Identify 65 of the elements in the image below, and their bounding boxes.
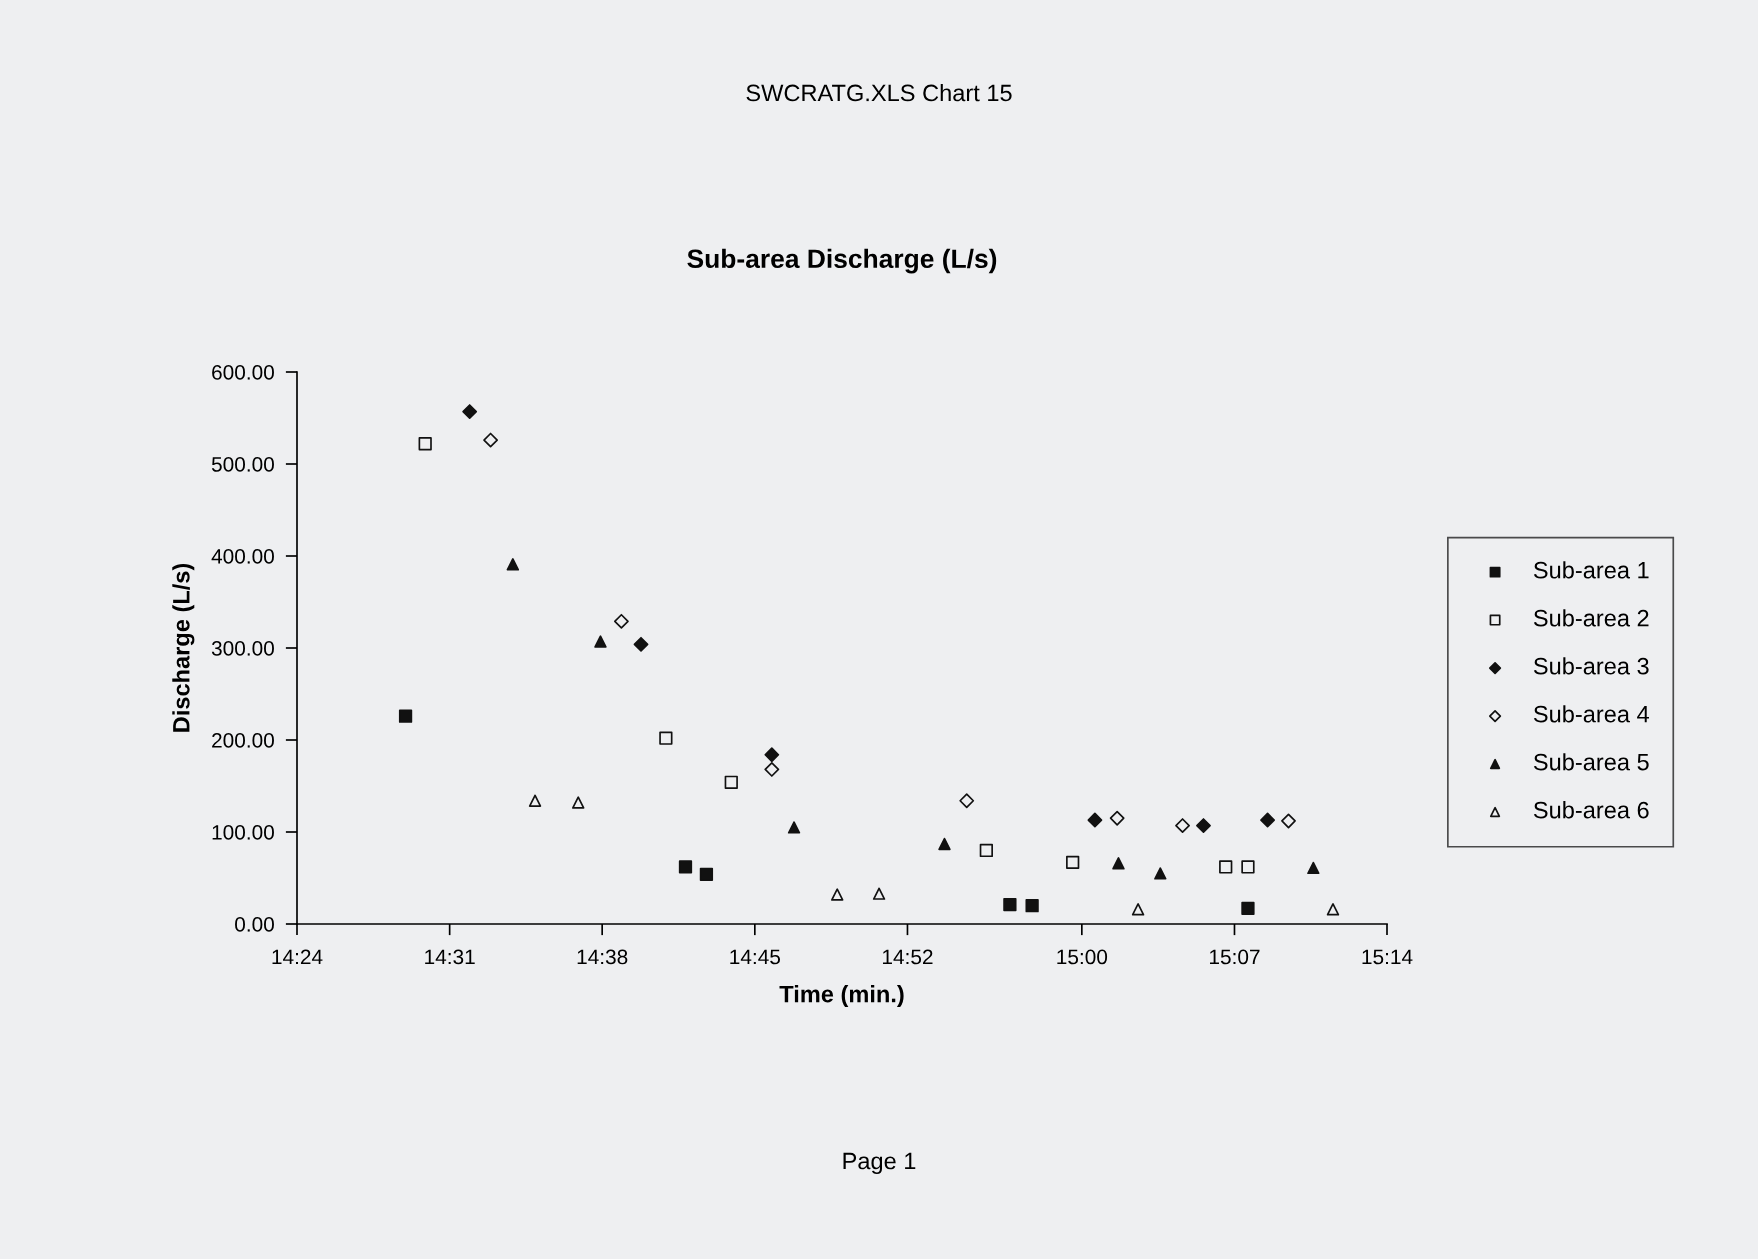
point	[659, 731, 673, 745]
legend-label: Sub-area 2	[1533, 609, 1649, 627]
point	[724, 775, 738, 789]
point	[1281, 813, 1296, 829]
x-tick-label: 15:00	[1057, 949, 1108, 965]
point	[1326, 903, 1340, 916]
x-tick-label: 14:45	[730, 949, 781, 965]
chart-title: Sub-area Discharge (L/s)	[687, 248, 997, 274]
y-tick-label: 600.00	[212, 365, 274, 380]
text: Page 1	[843, 1152, 916, 1175]
point	[959, 793, 975, 809]
x-tick-label: 15:07	[1210, 949, 1260, 965]
point	[1241, 860, 1255, 874]
y-tick-label: 500.00	[211, 457, 274, 472]
point	[613, 613, 629, 629]
point	[787, 821, 801, 834]
x-tick-label: 14:31	[425, 949, 475, 965]
point	[633, 636, 649, 652]
x-tick-label: 14:38	[577, 949, 628, 965]
point	[594, 635, 607, 648]
legend-label: Sub-area 1	[1533, 561, 1649, 579]
y-axis-title: Discharge (L/s)	[172, 563, 195, 732]
point	[1154, 867, 1167, 880]
y-tick-label: 400.00	[211, 549, 274, 564]
y-tick-label: 300.00	[211, 641, 274, 656]
point	[572, 796, 585, 809]
point	[1219, 860, 1233, 874]
point	[1109, 810, 1125, 826]
point	[398, 709, 413, 723]
point	[462, 404, 478, 419]
point	[1087, 812, 1103, 828]
point	[418, 437, 432, 451]
point	[678, 860, 693, 874]
point	[506, 558, 520, 571]
y-tick-label: 200.00	[212, 733, 274, 748]
point	[764, 747, 780, 763]
text: SWCRATG.XLS Chart 15	[746, 84, 1012, 102]
legend-label: Sub-area 4	[1533, 705, 1649, 723]
x-tick-label: 14:24	[272, 949, 323, 965]
legend-label: Sub-area 5	[1533, 753, 1649, 771]
point	[1112, 857, 1125, 870]
point	[979, 843, 993, 858]
point	[872, 887, 886, 900]
point	[1196, 818, 1211, 833]
legend-label: Sub-area 6	[1533, 801, 1649, 819]
x-tick-label: 14:52	[882, 949, 933, 965]
point	[1175, 818, 1190, 833]
y-tick-label: 0.00	[235, 917, 274, 932]
point	[1003, 898, 1017, 912]
x-axis-title: Time (min.)	[779, 985, 904, 1008]
point	[1307, 861, 1320, 875]
point	[938, 837, 951, 851]
point	[483, 432, 499, 448]
point	[1066, 855, 1080, 870]
point	[1131, 903, 1145, 916]
point	[1241, 901, 1255, 916]
point	[528, 794, 542, 807]
point	[764, 762, 780, 777]
point	[1025, 898, 1039, 913]
legend-label: Sub-area 3	[1533, 657, 1649, 675]
y-tick-label: 100.00	[212, 825, 274, 840]
point	[831, 888, 844, 901]
point	[1260, 812, 1275, 828]
x-tick-label: 15:14	[1362, 949, 1413, 965]
point	[699, 867, 714, 881]
